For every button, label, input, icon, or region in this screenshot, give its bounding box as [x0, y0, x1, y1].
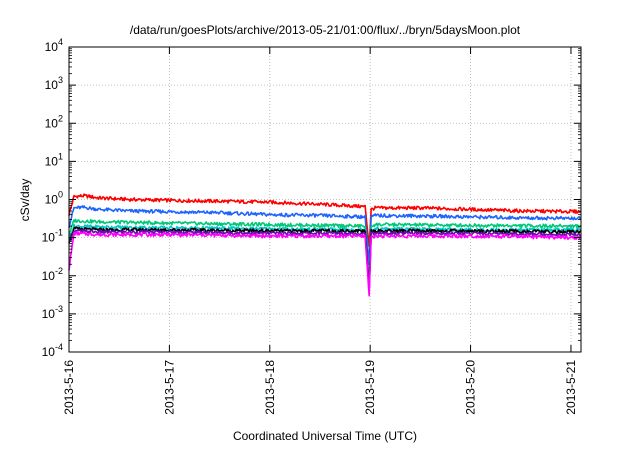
y-tick-label: 102 [45, 113, 63, 130]
series-line [68, 193, 582, 247]
series-line [68, 231, 582, 297]
y-tick-label: 101 [45, 151, 63, 168]
y-tick-label: 10-1 [42, 228, 63, 245]
y-tick-label: 103 [45, 75, 63, 92]
x-tick-label: 2013-5-21 [564, 360, 578, 415]
series-line [68, 205, 582, 266]
y-tick-label: 10-2 [42, 266, 63, 283]
y-tick-label: 10-4 [42, 342, 63, 359]
y-tick-label: 100 [45, 190, 63, 207]
y-tick-label: 104 [45, 37, 63, 54]
x-axis-label: Coordinated Universal Time (UTC) [233, 429, 417, 443]
x-tick-label: 2013-5-19 [363, 360, 377, 415]
x-tick-label: 2013-5-20 [464, 360, 478, 415]
y-tick-label: 10-3 [42, 304, 63, 321]
series-line [68, 226, 582, 289]
y-axis-label: cSv/day [18, 179, 32, 222]
x-tick-label: 2013-5-16 [62, 360, 76, 415]
chart-title: /data/run/goesPlots/archive/2013-05-21/0… [130, 23, 521, 37]
series-layer [68, 193, 582, 297]
x-tick-label: 2013-5-18 [263, 360, 277, 415]
plot-frame [68, 46, 582, 353]
series-line [68, 218, 582, 286]
x-tick-label: 2013-5-17 [162, 360, 176, 415]
